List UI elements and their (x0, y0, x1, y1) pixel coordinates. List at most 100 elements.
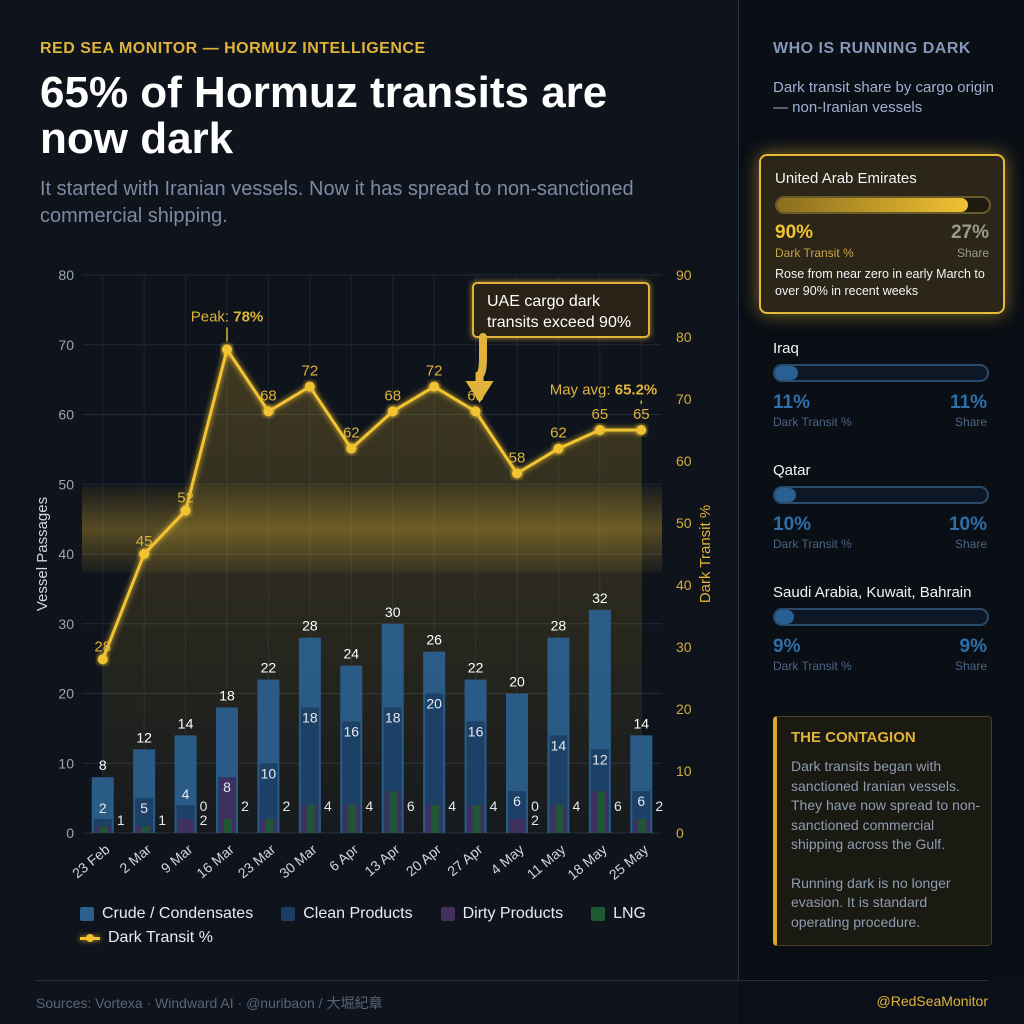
bar-clean-label: 18 (385, 709, 401, 725)
country-card-saudi-kuwait-bahrain: Saudi Arabia, Kuwait, Bahrain 9% 9% Dark… (759, 574, 1001, 674)
dark-transit-point (222, 344, 232, 355)
bar-lng (265, 819, 274, 833)
dark-share-fill (777, 198, 968, 212)
y-axis-title: Vessel Passages (34, 497, 51, 611)
x-tick-label: 2 Mar (116, 841, 154, 876)
country-name: Iraq (773, 340, 799, 357)
y-tick-label: 30 (58, 616, 74, 632)
bar-lng (638, 819, 647, 833)
bar-clean-label: 12 (592, 751, 608, 767)
bar-clean-label: 10 (261, 765, 277, 781)
y2-tick-label: 50 (676, 515, 692, 531)
bar-lng-label: 2 (241, 798, 249, 814)
share-pct: 10% (948, 514, 987, 535)
peak-annotation: Peak: 78% (191, 308, 264, 325)
bar-lng (596, 791, 605, 833)
bar-dirty-products (177, 819, 194, 833)
dark-transit-point (304, 381, 315, 392)
dark-pct-label: Dark Transit % (773, 659, 852, 673)
share-pct: 11% (950, 392, 987, 413)
dark-transit-label: 68 (260, 387, 277, 404)
bar-lng-label: 2 (655, 798, 663, 814)
bar-total-label: 24 (343, 646, 359, 662)
legend-lng: LNG (591, 905, 646, 923)
bar-lng (224, 819, 232, 833)
bar-total-label: 18 (219, 687, 235, 703)
dark-transit-label: 68 (384, 387, 401, 404)
dark-transit-point (139, 549, 150, 559)
dark-transit-point (512, 468, 522, 479)
dark-transit-point (553, 443, 564, 454)
dark-transit-label: 62 (343, 425, 360, 442)
dark-pct-label: Dark Transit % (773, 537, 852, 551)
bar-clean-label: 5 (140, 800, 148, 816)
x-tick-label: 18 May (564, 841, 609, 883)
dark-pct: 11% (773, 392, 810, 413)
dark-pct-label: Dark Transit % (773, 415, 852, 429)
y2-tick-label: 80 (676, 329, 692, 345)
share-pct: 9% (959, 636, 987, 657)
bar-dirty-products (509, 819, 525, 833)
bar-total-label: 28 (302, 618, 318, 634)
bar-lng (389, 791, 398, 833)
y-tick-label: 20 (58, 686, 74, 702)
uae-callout-box (472, 282, 650, 338)
bar-total-label: 20 (509, 674, 525, 690)
share-label: Share (954, 537, 987, 551)
share-label: Share (954, 415, 987, 429)
contagion-paragraph-1: Dark transits began with sanctioned Iran… (791, 758, 981, 852)
bar-total-label: 28 (551, 618, 567, 634)
dark-share-bar (775, 196, 991, 214)
bar-total-label: 8 (99, 757, 107, 773)
dark-transit-point (346, 443, 357, 454)
share-pct: 27% (950, 222, 989, 243)
bar-clean-label: 6 (513, 793, 521, 809)
country-card-uae: United Arab Emirates 90% 27% Dark Transi… (759, 154, 1005, 314)
bar-clean-label: 16 (343, 723, 359, 739)
bar-clean-label: 4 (182, 786, 190, 802)
x-tick-label: 4 May (487, 841, 526, 878)
bar-clean-products (300, 707, 319, 833)
dark-transit-chart: 010203040506070800102030405060708090Vess… (34, 267, 714, 883)
dark-transit-line (101, 345, 642, 660)
dark-transit-point (263, 406, 274, 417)
x-tick-label: 16 Mar (193, 841, 237, 881)
bar-lng (472, 805, 481, 833)
bar-clean-label: 6 (637, 793, 645, 809)
dark-pct-label: Dark Transit % (775, 246, 854, 260)
x-tick-label: 23 Mar (235, 841, 279, 881)
bar-clean-label: 20 (426, 696, 442, 712)
x-tick-label: 30 Mar (276, 841, 320, 881)
dark-transit-label: 62 (550, 425, 567, 442)
y-tick-label: 0 (66, 825, 74, 841)
dark-pct: 10% (773, 514, 812, 535)
callout-arrow-head (465, 381, 494, 403)
dark-transit-label: 65 (592, 406, 609, 423)
y-tick-label: 10 (58, 755, 74, 771)
sidebar-subtitle: Dark transit share by cargo origin — non… (773, 79, 994, 116)
share-label: Share (956, 246, 989, 260)
dark-transit-point (180, 505, 191, 516)
country-name: Qatar (773, 462, 811, 479)
bar-lng-label: 4 (324, 798, 332, 814)
bar-lng (348, 805, 357, 833)
legend-dirty: Dirty Products (440, 905, 563, 923)
bar-clean-products (259, 763, 278, 833)
y2-tick-label: 0 (676, 825, 684, 841)
dark-share-bar (773, 608, 989, 626)
bar-clean-label: 14 (551, 737, 567, 753)
dark-transit-label: 52 (177, 490, 194, 507)
dark-share-fill (775, 488, 797, 502)
y2-tick-label: 30 (676, 639, 692, 655)
dark-transit-label: 65 (633, 406, 650, 423)
bar-total-label: 30 (385, 604, 401, 620)
dark-transit-label: 28 (94, 638, 111, 655)
bar-clean-products (425, 693, 444, 833)
bar-lng-label: 4 (365, 798, 373, 814)
country-card-qatar: Qatar 10% 10% Dark Transit % Share (759, 452, 1001, 552)
footer-handle[interactable]: @RedSeaMonitor (876, 993, 989, 1009)
bar-total-label: 22 (468, 660, 484, 676)
kicker: RED SEA MONITOR — HORMUZ INTELLIGENCE (40, 40, 426, 57)
bar-dirty-label: 2 (531, 812, 539, 828)
y2-tick-label: 10 (676, 763, 692, 779)
